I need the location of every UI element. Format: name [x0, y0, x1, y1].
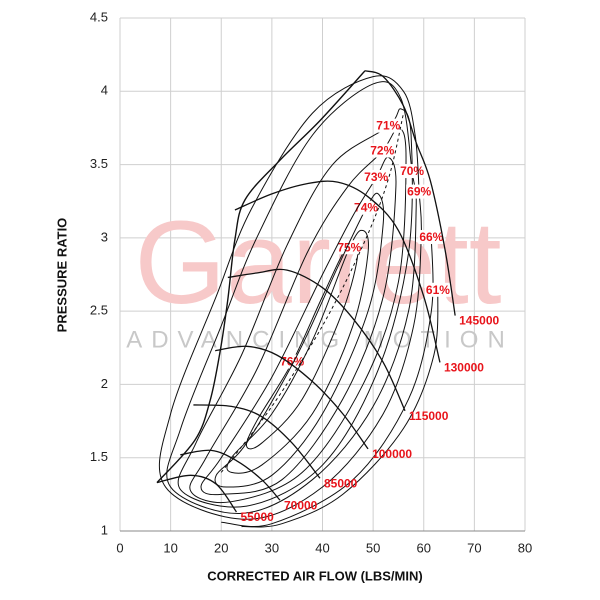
efficiency-label: 75%	[337, 240, 361, 254]
efficiency-island	[200, 156, 397, 496]
x-tick-label: 50	[366, 540, 380, 555]
surge-line	[156, 70, 366, 484]
efficiency-label: 61%	[426, 283, 450, 297]
speed-line	[215, 345, 369, 450]
efficiency-island	[166, 81, 417, 514]
speed-label: 100000	[372, 447, 412, 461]
speed-line	[364, 70, 456, 316]
efficiency-label: 70%	[400, 164, 424, 178]
peak-efficiency-line	[220, 113, 404, 473]
watermark-title: Garrett	[134, 197, 501, 329]
efficiency-label: 73%	[364, 170, 388, 184]
y-tick-label: 4.5	[90, 9, 108, 24]
speed-label: 85000	[324, 476, 358, 490]
x-tick-label: 40	[315, 540, 329, 555]
efficiency-label: 76%	[280, 355, 304, 369]
y-tick-label: 4	[101, 83, 108, 98]
x-tick-label: 30	[265, 540, 279, 555]
y-axis-title: PRESSURE RATIO	[54, 218, 69, 333]
label-background	[336, 240, 363, 255]
speed-line	[227, 268, 406, 412]
x-tick-label: 60	[417, 540, 431, 555]
y-tick-label: 2.5	[90, 303, 108, 318]
x-tick-label: 80	[518, 540, 532, 555]
efficiency-island	[214, 192, 385, 488]
efficiency-island	[241, 290, 439, 528]
efficiency-island	[158, 75, 422, 520]
efficiency-label: 66%	[419, 230, 443, 244]
x-axis-title: CORRECTED AIR FLOW (LBS/MIN)	[207, 568, 422, 583]
grid	[119, 17, 526, 532]
x-tick-label: 20	[214, 540, 228, 555]
efficiency-island	[177, 108, 413, 508]
efficiency-label: 71%	[376, 119, 400, 133]
speed-label: 145000	[459, 314, 499, 328]
y-tick-label: 3	[101, 229, 108, 244]
y-tick-label: 3.5	[90, 156, 108, 171]
speed-label: 55000	[240, 510, 274, 524]
efficiency-island	[245, 240, 359, 450]
y-tick-label: 1.5	[90, 449, 108, 464]
efficiency-island	[221, 237, 434, 527]
speed-line	[193, 404, 321, 479]
x-tick-label: 10	[163, 540, 177, 555]
speed-line	[180, 449, 281, 501]
efficiency-label: 72%	[370, 144, 394, 158]
label-background	[406, 184, 433, 199]
label-background	[399, 164, 426, 179]
label-background	[369, 143, 396, 158]
x-tick-label: 0	[116, 540, 123, 555]
efficiency-island	[226, 229, 369, 474]
watermark-subtitle: ADVANCING MOTION	[126, 326, 514, 353]
speed-line	[234, 180, 441, 363]
label-background	[363, 169, 390, 184]
y-tick-label: 2	[101, 376, 108, 391]
speed-label: 130000	[444, 361, 484, 375]
y-tick-label: 1	[101, 522, 108, 537]
speed-label: 115000	[409, 409, 449, 423]
label-background	[418, 230, 445, 245]
speed-line	[156, 474, 237, 513]
efficiency-label: 69%	[407, 185, 431, 199]
label-background	[375, 118, 402, 133]
speed-label: 70000	[284, 498, 318, 512]
x-tick-label: 70	[467, 540, 481, 555]
label-background	[424, 282, 452, 297]
